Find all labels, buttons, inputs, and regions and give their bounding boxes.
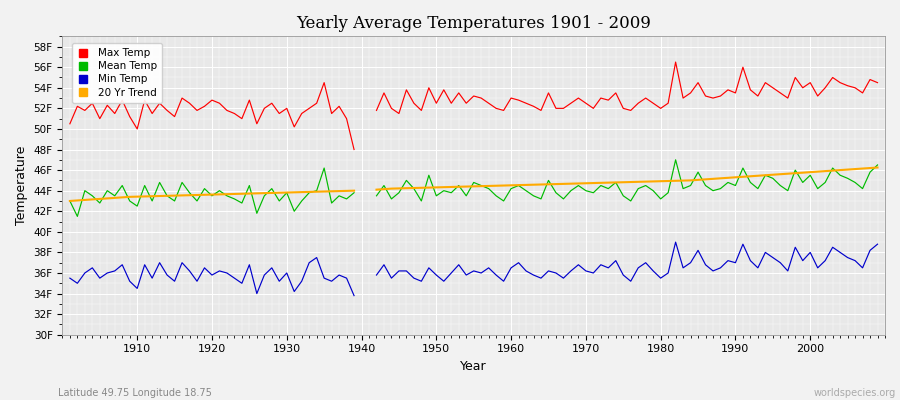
Y-axis label: Temperature: Temperature — [15, 146, 28, 225]
Text: Latitude 49.75 Longitude 18.75: Latitude 49.75 Longitude 18.75 — [58, 388, 212, 398]
Legend: Max Temp, Mean Temp, Min Temp, 20 Yr Trend: Max Temp, Mean Temp, Min Temp, 20 Yr Tre… — [72, 43, 162, 103]
Text: worldspecies.org: worldspecies.org — [814, 388, 896, 398]
X-axis label: Year: Year — [461, 360, 487, 373]
Title: Yearly Average Temperatures 1901 - 2009: Yearly Average Temperatures 1901 - 2009 — [296, 15, 651, 32]
